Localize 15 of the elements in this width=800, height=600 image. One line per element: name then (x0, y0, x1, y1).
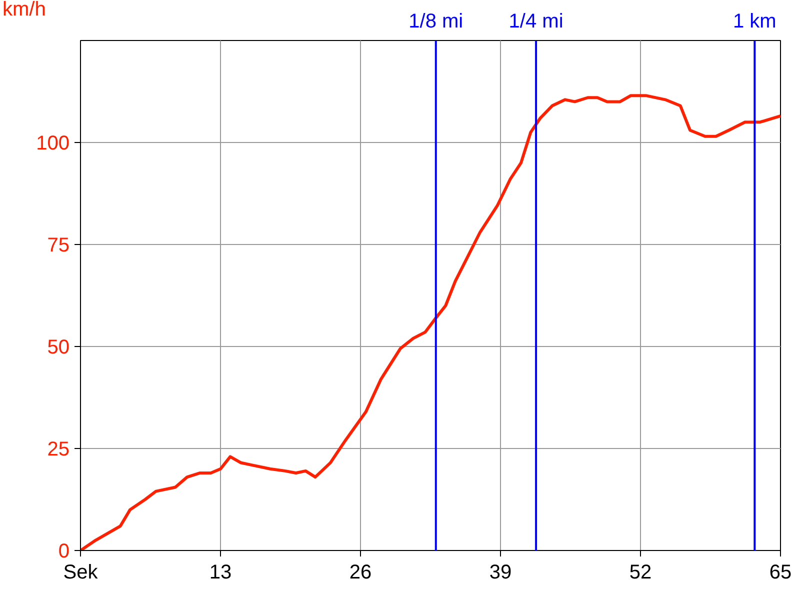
y-tick-label: 0 (58, 540, 70, 562)
y-tick-label: 75 (47, 234, 70, 256)
ref-line-label: 1 km (732, 10, 776, 32)
y-axis-title: km/h (2, 0, 46, 20)
y-tick-label: 100 (36, 132, 70, 154)
y-tick-label: 50 (47, 336, 70, 358)
ref-line-label: 1/4 mi (508, 10, 564, 32)
x-tick-label: 39 (489, 562, 512, 584)
x-tick-label: 65 (769, 562, 792, 584)
x-tick-label: 26 (349, 562, 372, 584)
x-tick-label: 52 (629, 562, 652, 584)
ref-line-label: 1/8 mi (408, 10, 464, 32)
y-tick-label: 25 (47, 438, 70, 460)
x-tick-label: Sek (63, 562, 99, 584)
x-tick-label: 13 (209, 562, 232, 584)
